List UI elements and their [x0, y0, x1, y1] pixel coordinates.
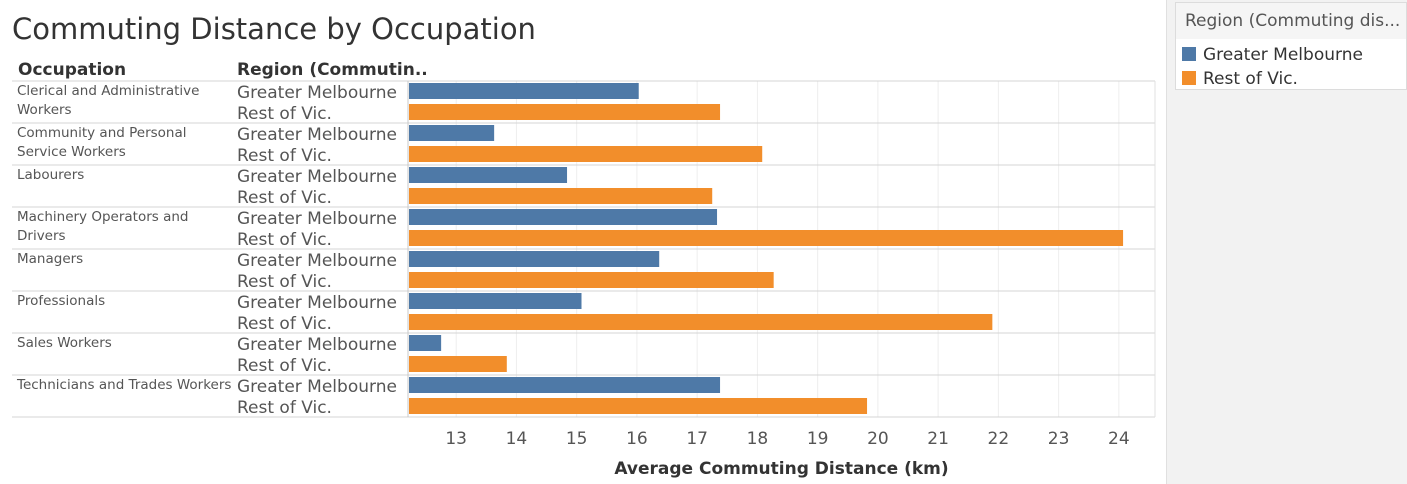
region-label: Greater Melbourne	[237, 335, 397, 355]
x-axis-title: Average Commuting Distance (km)	[614, 459, 948, 479]
bar-rest-of-vic	[409, 146, 763, 162]
bar-greater-melbourne	[409, 125, 495, 141]
legend-swatch	[1182, 71, 1196, 85]
legend-label: Greater Melbourne	[1203, 45, 1363, 65]
region-label: Greater Melbourne	[237, 167, 397, 187]
bar-greater-melbourne	[409, 251, 660, 267]
legend-panel: Region (Commuting dis... Greater Melbour…	[1166, 0, 1407, 484]
bar-greater-melbourne	[409, 209, 718, 225]
x-tick-label: 23	[1048, 429, 1070, 449]
x-tick-label: 18	[747, 429, 769, 449]
region-label: Rest of Vic.	[237, 188, 332, 208]
legend-title[interactable]: Region (Commuting dis...	[1176, 3, 1406, 39]
bar-greater-melbourne	[409, 167, 568, 183]
region-label: Greater Melbourne	[237, 377, 397, 397]
region-label: Greater Melbourne	[237, 83, 397, 103]
occupation-label: Machinery Operators and	[17, 209, 189, 225]
legend-label: Rest of Vic.	[1203, 69, 1298, 89]
region-label: Rest of Vic.	[237, 146, 332, 166]
region-label: Greater Melbourne	[237, 251, 397, 271]
occupation-label: Professionals	[17, 293, 105, 309]
x-tick-label: 19	[807, 429, 829, 449]
legend[interactable]: Region (Commuting dis... Greater Melbour…	[1175, 2, 1407, 90]
header-occupation: Occupation	[18, 60, 126, 80]
x-tick-label: 20	[867, 429, 889, 449]
x-tick-label: 24	[1108, 429, 1130, 449]
bar-rest-of-vic	[409, 398, 868, 414]
x-tick-label: 13	[445, 429, 467, 449]
bar-rest-of-vic	[409, 104, 721, 120]
x-tick-label: 14	[506, 429, 528, 449]
region-label: Rest of Vic.	[237, 104, 332, 124]
legend-swatch	[1182, 47, 1196, 61]
occupation-label: Sales Workers	[17, 335, 112, 351]
occupation-label: Service Workers	[17, 144, 126, 160]
region-label: Rest of Vic.	[237, 230, 332, 250]
bar-rest-of-vic	[409, 356, 507, 372]
legend-item-rest-of-vic[interactable]: Rest of Vic.	[1182, 68, 1298, 90]
region-label: Greater Melbourne	[237, 293, 397, 313]
occupation-label: Community and Personal	[17, 125, 187, 141]
occupation-label: Managers	[17, 251, 83, 267]
occupation-label: Clerical and Administrative	[17, 83, 199, 99]
occupation-label: Labourers	[17, 167, 84, 183]
bar-rest-of-vic	[409, 314, 993, 330]
occupation-label: Workers	[17, 102, 72, 118]
region-label: Greater Melbourne	[237, 209, 397, 229]
region-label: Rest of Vic.	[237, 398, 332, 418]
bar-greater-melbourne	[409, 83, 639, 99]
x-tick-label: 22	[988, 429, 1010, 449]
occupation-label: Technicians and Trades Workers	[16, 377, 231, 393]
x-tick-label: 16	[626, 429, 648, 449]
bar-greater-melbourne	[409, 293, 582, 309]
bar-rest-of-vic	[409, 188, 713, 204]
x-tick-label: 21	[927, 429, 949, 449]
bar-greater-melbourne	[409, 335, 442, 351]
occupation-label: Drivers	[17, 228, 66, 244]
bar-rest-of-vic	[409, 230, 1124, 246]
x-tick-label: 17	[686, 429, 708, 449]
chart-title: Commuting Distance by Occupation	[12, 12, 536, 46]
region-label: Rest of Vic.	[237, 314, 332, 334]
legend-item-greater-melbourne[interactable]: Greater Melbourne	[1182, 44, 1363, 66]
region-label: Rest of Vic.	[237, 272, 332, 292]
bar-chart: Occupation Region (Commutin.. Clerical and…	[12, 60, 1156, 479]
region-label: Greater Melbourne	[237, 125, 397, 145]
region-label: Rest of Vic.	[237, 356, 332, 376]
x-tick-label: 15	[566, 429, 588, 449]
header-region: Region (Commutin..	[237, 60, 428, 80]
bar-greater-melbourne	[409, 377, 721, 393]
bar-rest-of-vic	[409, 272, 774, 288]
